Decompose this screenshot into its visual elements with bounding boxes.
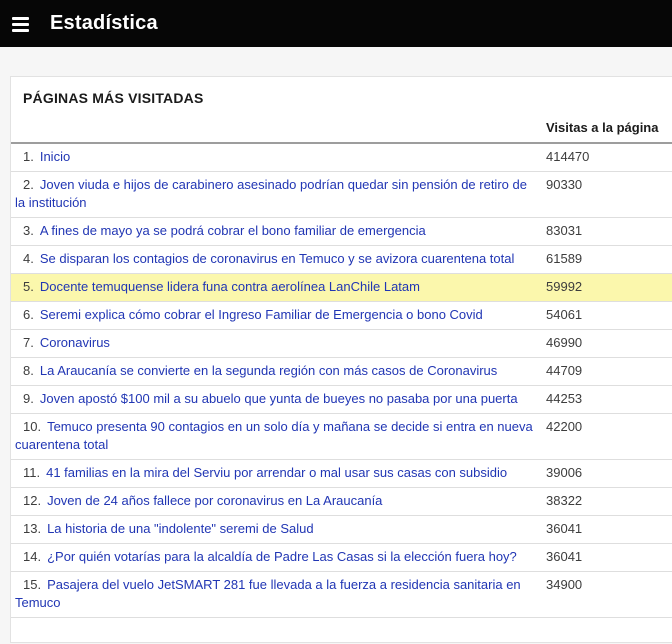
table-row: 6. Seremi explica cómo cobrar el Ingreso … — [11, 302, 672, 330]
row-rank: 11. — [23, 465, 41, 480]
page-link[interactable]: Seremi explica cómo cobrar el Ingreso Fa… — [39, 307, 483, 322]
visits-value: 414470 — [546, 149, 590, 164]
row-rank: 3. — [23, 223, 34, 238]
row-rank: 5. — [23, 279, 34, 294]
page-link[interactable]: La historia de una "indolente" seremi de… — [47, 521, 314, 536]
row-rank: 6. — [23, 307, 34, 322]
visits-value: 61589 — [546, 251, 583, 266]
app-header: Estadística — [0, 0, 672, 47]
most-visited-table: Visitas a la página 1. Inicio 414470 2. Jo… — [11, 113, 672, 618]
visits-column-header: Visitas a la página — [546, 120, 659, 135]
visits-value: 90330 — [546, 177, 583, 192]
row-rank: 8. — [23, 363, 34, 378]
visits-value: 83031 — [546, 223, 583, 238]
hamburger-bar — [12, 17, 29, 20]
stats-panel: PÁGINAS MÁS VISITADAS Visitas a la págin… — [10, 76, 672, 643]
table-row: 11. 41 familias en la mira del Serviu por… — [11, 460, 672, 488]
row-rank: 10. — [23, 419, 42, 434]
row-rank: 14. — [23, 549, 42, 564]
visits-value: 54061 — [546, 307, 583, 322]
page-link[interactable]: Docente temuquense lidera funa contra ae… — [39, 279, 420, 294]
table-row: 4. Se disparan los contagios de coronavir… — [11, 246, 672, 274]
table-row: 5. Docente temuquense lidera funa contra … — [11, 273, 672, 302]
page-title: Estadística — [50, 12, 158, 34]
visits-value: 36041 — [546, 549, 583, 564]
row-rank: 7. — [23, 335, 34, 350]
table-row: 8. La Araucanía se convierte en la segund… — [11, 358, 672, 386]
table-row: 13. La historia de una "indolente" seremi… — [11, 516, 672, 544]
row-rank: 2. — [23, 177, 34, 192]
page-link[interactable]: Coronavirus — [39, 335, 110, 350]
visits-value: 42200 — [546, 419, 583, 434]
content-area: PÁGINAS MÁS VISITADAS Visitas a la págin… — [0, 47, 672, 643]
page-link[interactable]: Se disparan los contagios de coronavirus… — [39, 251, 515, 266]
table-row: 15. Pasajera del vuelo JetSMART 281 fue l… — [11, 572, 672, 618]
table-row: 14. ¿Por quién votarías para la alcaldía … — [11, 544, 672, 572]
visits-value: 44709 — [546, 363, 583, 378]
table-row: 2. Joven viuda e hijos de carabinero ases… — [11, 172, 672, 218]
visits-value: 36041 — [546, 521, 583, 536]
page-link[interactable]: Joven de 24 años fallece por coronavirus… — [47, 493, 383, 508]
table-row: 7. Coronavirus 46990 — [11, 330, 672, 358]
table-row: 12. Joven de 24 años fallece por coronavi… — [11, 488, 672, 516]
page-link[interactable]: La Araucanía se convierte en la segunda … — [39, 363, 498, 378]
row-rank: 9. — [23, 391, 34, 406]
visits-value: 59992 — [546, 279, 583, 294]
hamburger-bar — [12, 23, 29, 26]
page-link[interactable]: Joven apostó $100 mil a su abuelo que yu… — [39, 391, 518, 406]
page-link[interactable]: ¿Por quién votarías para la alcaldía de … — [47, 549, 517, 564]
row-rank: 1. — [23, 149, 34, 164]
page-link[interactable]: Joven viuda e hijos de carabinero asesin… — [15, 177, 527, 210]
visits-value: 38322 — [546, 493, 583, 508]
visits-value: 46990 — [546, 335, 583, 350]
page-link[interactable]: A fines de mayo ya se podrá cobrar el bo… — [39, 223, 426, 238]
page-link[interactable]: Inicio — [39, 149, 71, 164]
panel-title: PÁGINAS MÁS VISITADAS — [23, 90, 204, 106]
row-rank: 12. — [23, 493, 42, 508]
table-row: 9. Joven apostó $100 mil a su abuelo que … — [11, 386, 672, 414]
table-row: 3. A fines de mayo ya se podrá cobrar el … — [11, 218, 672, 246]
visits-value: 44253 — [546, 391, 583, 406]
hamburger-icon[interactable] — [12, 15, 36, 35]
hamburger-bar — [12, 29, 29, 32]
row-rank: 4. — [23, 251, 34, 266]
visits-value: 39006 — [546, 465, 583, 480]
page-column-header — [11, 113, 546, 143]
row-rank: 15. — [23, 577, 42, 592]
page-link[interactable]: Temuco presenta 90 contagios en un solo … — [15, 419, 533, 452]
page-link[interactable]: 41 familias en la mira del Serviu por ar… — [46, 465, 508, 480]
visits-value: 34900 — [546, 577, 583, 592]
row-rank: 13. — [23, 521, 42, 536]
table-header: Visitas a la página — [11, 113, 672, 143]
table-row: 10. Temuco presenta 90 contagios en un so… — [11, 414, 672, 460]
page-link[interactable]: Pasajera del vuelo JetSMART 281 fue llev… — [15, 577, 521, 610]
table-row: 1. Inicio 414470 — [11, 143, 672, 172]
table-body: 1. Inicio 414470 2. Joven viuda e hijos de… — [11, 143, 672, 618]
